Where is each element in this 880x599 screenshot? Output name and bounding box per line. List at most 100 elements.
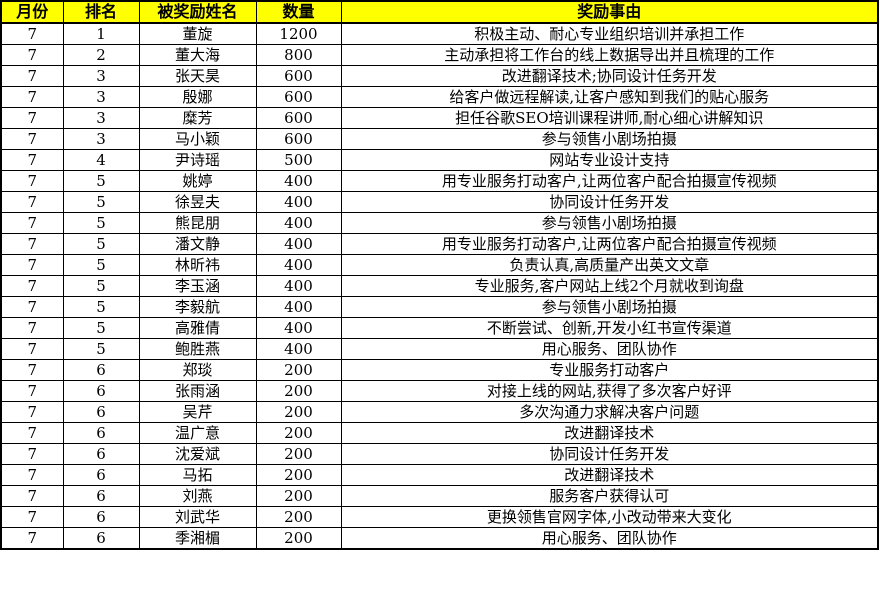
table-row: 7 6 马拓 200 改进翻译技术 <box>0 464 879 486</box>
cell-month: 7 <box>0 149 64 171</box>
cell-name: 徐昱夫 <box>138 191 257 213</box>
cell-reason: 更换领售官网字体,小改动带来大变化 <box>340 506 879 528</box>
cell-rank: 3 <box>62 128 140 150</box>
cell-amount: 200 <box>255 422 342 444</box>
cell-rank: 3 <box>62 86 140 108</box>
cell-name: 殷娜 <box>138 86 257 108</box>
cell-amount: 400 <box>255 317 342 339</box>
cell-name: 刘武华 <box>138 506 257 528</box>
cell-name: 鲍胜燕 <box>138 338 257 360</box>
cell-month: 7 <box>0 44 64 66</box>
cell-reason: 改进翻译技术;协同设计任务开发 <box>340 65 879 87</box>
cell-rank: 6 <box>62 485 140 507</box>
cell-month: 7 <box>0 107 64 129</box>
cell-name: 马小颖 <box>138 128 257 150</box>
cell-name: 郑琰 <box>138 359 257 381</box>
cell-reason: 参与领售小剧场拍摄 <box>340 212 879 234</box>
cell-reason: 给客户做远程解读,让客户感知到我们的贴心服务 <box>340 86 879 108</box>
header-cell-month: 月份 <box>0 0 64 24</box>
cell-rank: 5 <box>62 254 140 276</box>
cell-amount: 400 <box>255 296 342 318</box>
cell-amount: 400 <box>255 191 342 213</box>
cell-rank: 6 <box>62 359 140 381</box>
table-row: 7 6 刘燕 200 服务客户获得认可 <box>0 485 879 507</box>
cell-reason: 担任谷歌SEO培训课程讲师,耐心细心讲解知识 <box>340 107 879 129</box>
cell-name: 张天昊 <box>138 65 257 87</box>
cell-reason: 参与领售小剧场拍摄 <box>340 296 879 318</box>
cell-amount: 600 <box>255 65 342 87</box>
cell-amount: 800 <box>255 44 342 66</box>
cell-name: 潘文静 <box>138 233 257 255</box>
cell-rank: 3 <box>62 107 140 129</box>
reward-table: 月份 排名 被奖励姓名 数量 奖励事由 7 1 董旋 1200 积极主动、耐心专… <box>0 0 879 550</box>
cell-rank: 5 <box>62 233 140 255</box>
cell-amount: 400 <box>255 212 342 234</box>
table-row: 7 5 姚婷 400 用专业服务打动客户,让两位客户配合拍摄宣传视频 <box>0 170 879 192</box>
table-row: 7 6 沈爱斌 200 协同设计任务开发 <box>0 443 879 465</box>
cell-reason: 改进翻译技术 <box>340 422 879 444</box>
cell-month: 7 <box>0 380 64 402</box>
cell-name: 沈爱斌 <box>138 443 257 465</box>
cell-name: 糜芳 <box>138 107 257 129</box>
cell-rank: 6 <box>62 401 140 423</box>
cell-reason: 网站专业设计支持 <box>340 149 879 171</box>
cell-rank: 3 <box>62 65 140 87</box>
cell-rank: 6 <box>62 527 140 550</box>
table-row: 7 5 熊昆朋 400 参与领售小剧场拍摄 <box>0 212 879 234</box>
cell-reason: 协同设计任务开发 <box>340 191 879 213</box>
table-row: 7 6 张雨涵 200 对接上线的网站,获得了多次客户好评 <box>0 380 879 402</box>
cell-reason: 用心服务、团队协作 <box>340 527 879 550</box>
cell-amount: 200 <box>255 485 342 507</box>
cell-month: 7 <box>0 212 64 234</box>
table-row: 7 6 季湘楣 200 用心服务、团队协作 <box>0 527 879 550</box>
cell-month: 7 <box>0 191 64 213</box>
cell-month: 7 <box>0 254 64 276</box>
cell-name: 尹诗瑶 <box>138 149 257 171</box>
cell-amount: 200 <box>255 359 342 381</box>
cell-rank: 1 <box>62 22 140 45</box>
cell-amount: 400 <box>255 233 342 255</box>
table-row: 7 6 刘武华 200 更换领售官网字体,小改动带来大变化 <box>0 506 879 528</box>
table-row: 7 6 吴芹 200 多次沟通力求解决客户问题 <box>0 401 879 423</box>
cell-rank: 6 <box>62 464 140 486</box>
cell-amount: 600 <box>255 86 342 108</box>
cell-reason: 专业服务,客户网站上线2个月就收到询盘 <box>340 275 879 297</box>
cell-month: 7 <box>0 422 64 444</box>
cell-month: 7 <box>0 443 64 465</box>
cell-month: 7 <box>0 65 64 87</box>
table-row: 7 5 高雅倩 400 不断尝试、创新,开发小红书宣传渠道 <box>0 317 879 339</box>
table-body: 7 1 董旋 1200 积极主动、耐心专业组织培训并承担工作 7 2 董大海 8… <box>0 22 879 550</box>
cell-reason: 多次沟通力求解决客户问题 <box>340 401 879 423</box>
cell-month: 7 <box>0 401 64 423</box>
cell-rank: 2 <box>62 44 140 66</box>
cell-rank: 5 <box>62 338 140 360</box>
cell-name: 高雅倩 <box>138 317 257 339</box>
cell-reason: 主动承担将工作台的线上数据导出并且梳理的工作 <box>340 44 879 66</box>
table-row: 7 1 董旋 1200 积极主动、耐心专业组织培训并承担工作 <box>0 22 879 45</box>
cell-reason: 改进翻译技术 <box>340 464 879 486</box>
cell-reason: 用专业服务打动客户,让两位客户配合拍摄宣传视频 <box>340 233 879 255</box>
cell-name: 马拓 <box>138 464 257 486</box>
cell-amount: 400 <box>255 254 342 276</box>
table-row: 7 6 温广意 200 改进翻译技术 <box>0 422 879 444</box>
cell-name: 吴芹 <box>138 401 257 423</box>
cell-month: 7 <box>0 338 64 360</box>
cell-month: 7 <box>0 317 64 339</box>
table-row: 7 3 张天昊 600 改进翻译技术;协同设计任务开发 <box>0 65 879 87</box>
cell-reason: 服务客户获得认可 <box>340 485 879 507</box>
cell-amount: 400 <box>255 338 342 360</box>
cell-rank: 5 <box>62 212 140 234</box>
cell-name: 董大海 <box>138 44 257 66</box>
cell-rank: 6 <box>62 506 140 528</box>
table-row: 7 3 马小颖 600 参与领售小剧场拍摄 <box>0 128 879 150</box>
cell-amount: 500 <box>255 149 342 171</box>
cell-amount: 1200 <box>255 22 342 45</box>
cell-reason: 不断尝试、创新,开发小红书宣传渠道 <box>340 317 879 339</box>
header-cell-name: 被奖励姓名 <box>138 0 257 24</box>
cell-name: 李玉涵 <box>138 275 257 297</box>
cell-rank: 6 <box>62 443 140 465</box>
cell-month: 7 <box>0 464 64 486</box>
cell-name: 温广意 <box>138 422 257 444</box>
cell-month: 7 <box>0 506 64 528</box>
cell-month: 7 <box>0 128 64 150</box>
